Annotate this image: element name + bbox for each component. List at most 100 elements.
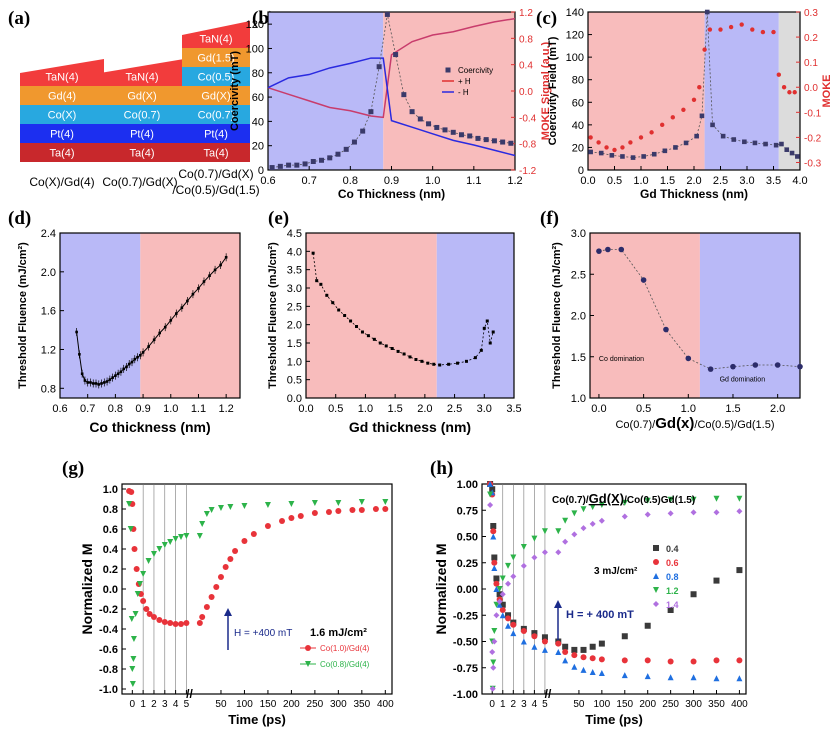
y-tick-label: 60 bbox=[252, 92, 264, 104]
data-point bbox=[644, 497, 651, 504]
legend-label: - H bbox=[458, 88, 469, 97]
data-point bbox=[621, 499, 628, 506]
data-point bbox=[621, 672, 628, 679]
data-point bbox=[250, 531, 257, 537]
coercivity-point bbox=[335, 151, 341, 157]
data-point bbox=[335, 500, 342, 506]
y-tick-label: -0.8 bbox=[99, 664, 118, 676]
data-point bbox=[241, 538, 248, 544]
annotation-field: H = +400 mT bbox=[234, 628, 292, 639]
coercivity-point bbox=[598, 150, 604, 156]
stack-layer-label: Ta(4) bbox=[49, 148, 74, 160]
x-tick-label: 400 bbox=[377, 699, 394, 710]
data-point bbox=[690, 509, 697, 516]
x-axis-label: Co thickness (nm) bbox=[89, 419, 210, 435]
data-point bbox=[653, 573, 659, 579]
threshold-point bbox=[464, 359, 468, 363]
data-point bbox=[496, 601, 503, 608]
threshold-point bbox=[596, 248, 602, 254]
y-tick-label: 1.0 bbox=[103, 484, 118, 496]
y2-tick-label: -0.8 bbox=[519, 140, 537, 151]
threshold-point bbox=[111, 376, 114, 379]
data-point bbox=[653, 587, 659, 593]
moke-point bbox=[771, 29, 776, 35]
data-point bbox=[499, 612, 506, 619]
data-point bbox=[541, 646, 548, 653]
x-tick-label: 0.7 bbox=[302, 175, 317, 187]
y-tick-label: 0.0 bbox=[103, 584, 118, 596]
data-point bbox=[203, 511, 210, 517]
threshold-point bbox=[618, 246, 625, 253]
stack-layer-label: Pt(4) bbox=[50, 129, 74, 141]
panel-label-c: (c) bbox=[536, 8, 557, 29]
x-tick-label: 1 bbox=[500, 699, 506, 710]
threshold-point bbox=[103, 381, 106, 384]
threshold-point bbox=[752, 362, 759, 368]
stack-layer-TaN(4) bbox=[100, 59, 184, 86]
x-tick-label: 1.0 bbox=[358, 403, 373, 415]
legend-label: 1.4 bbox=[666, 600, 679, 610]
data-point bbox=[598, 502, 605, 508]
threshold-point bbox=[311, 251, 315, 255]
coercivity-point bbox=[409, 109, 415, 115]
data-point bbox=[541, 528, 548, 535]
coercivity-point bbox=[393, 52, 399, 58]
x-axis-label: Co Thickness (nm) bbox=[338, 187, 445, 201]
data-point bbox=[487, 491, 494, 498]
moke-point bbox=[776, 72, 781, 77]
coercivity-point bbox=[720, 133, 726, 139]
x-tick-label: 2.0 bbox=[686, 175, 701, 187]
x-tick-label: 0.7 bbox=[80, 403, 95, 415]
data-point bbox=[505, 612, 512, 619]
coercivity-point bbox=[784, 147, 790, 152]
stack-layer-Co(X) bbox=[20, 105, 104, 124]
title-part: Co(0.7)/ bbox=[552, 495, 589, 506]
y2-tick-label: 0.0 bbox=[804, 83, 818, 94]
data-point bbox=[490, 659, 497, 666]
data-point bbox=[562, 643, 569, 650]
data-point bbox=[264, 523, 271, 529]
data-point bbox=[358, 507, 365, 513]
stack-layer-label: Pt(4) bbox=[130, 129, 154, 141]
coercivity-point bbox=[294, 162, 300, 168]
legend-marker bbox=[445, 67, 451, 73]
threshold-point bbox=[125, 365, 128, 369]
data-point bbox=[571, 531, 578, 538]
coercivity-point bbox=[763, 141, 768, 147]
x-tick-label: 150 bbox=[260, 699, 277, 710]
x-tick-label: 1.2 bbox=[219, 403, 234, 415]
stack-caption-3: Co(0.7)/Gd(X) bbox=[178, 167, 253, 181]
threshold-point bbox=[197, 287, 200, 290]
coercivity-point bbox=[651, 151, 657, 157]
coercivity-point bbox=[483, 137, 489, 143]
coercivity-point bbox=[442, 127, 448, 133]
coercivity-point bbox=[467, 133, 473, 139]
threshold-point bbox=[640, 277, 647, 283]
stack-layer-Pt(4) bbox=[20, 124, 104, 143]
legend-label: Coercivity bbox=[458, 66, 493, 75]
data-point bbox=[208, 594, 215, 600]
data-point bbox=[487, 502, 494, 508]
threshold-point bbox=[360, 330, 364, 334]
threshold-point bbox=[91, 382, 95, 385]
data-point bbox=[227, 556, 234, 562]
x-tick-label: 300 bbox=[685, 699, 702, 710]
threshold-point bbox=[202, 280, 206, 283]
x-tick-label: 200 bbox=[283, 699, 300, 710]
data-point bbox=[129, 681, 136, 687]
x-tick-label: 0.8 bbox=[343, 175, 358, 187]
data-point bbox=[183, 620, 190, 626]
stack-caption-4: /Co(0.5)/Gd(1.5) bbox=[172, 183, 259, 197]
data-point bbox=[491, 554, 498, 561]
threshold-point bbox=[158, 331, 161, 335]
threshold-point bbox=[438, 363, 442, 367]
data-point bbox=[150, 614, 157, 620]
coercivity-point bbox=[773, 142, 779, 148]
threshold-point bbox=[473, 356, 477, 360]
stack-layer-Gd(1.5) bbox=[182, 48, 250, 67]
y2-tick-label: 1.2 bbox=[519, 8, 533, 19]
plot-frame bbox=[305, 232, 515, 399]
threshold-point bbox=[663, 326, 669, 333]
threshold-point bbox=[325, 293, 329, 297]
data-point bbox=[208, 507, 215, 513]
